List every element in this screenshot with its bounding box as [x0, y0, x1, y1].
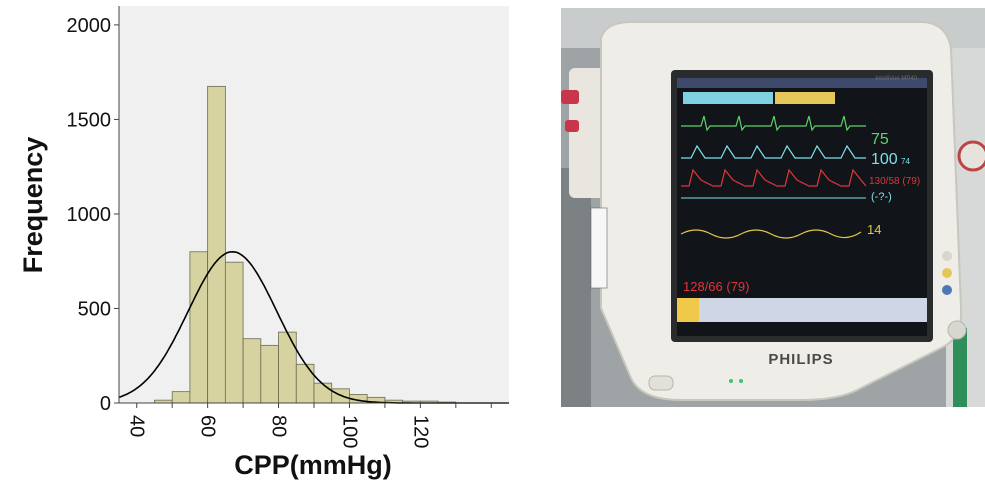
softkey-first	[677, 298, 699, 322]
red-connector	[561, 90, 579, 104]
abp-wave	[681, 168, 867, 187]
histogram-bar-7	[278, 331, 297, 404]
pleth-wave	[681, 144, 866, 159]
histogram-bar-9	[313, 382, 333, 404]
histogram-bar-3	[207, 85, 226, 404]
y-ticks: 0 500 1000 1500 2000	[67, 15, 119, 415]
pole-left	[561, 168, 591, 407]
histogram-bar-5	[242, 338, 262, 404]
spo2-value: 100	[871, 151, 898, 168]
histogram-bar-6	[260, 344, 279, 404]
y-tick-label-2: 1000	[67, 204, 112, 226]
y-tick-label-4: 2000	[67, 15, 112, 37]
y-tick-label-1: 500	[78, 298, 111, 320]
y-tick-label-0: 0	[100, 393, 111, 415]
patient-monitor-photo: 75 100 74 130/58 (79) (-?-) 14 128/66 (7…	[561, 8, 985, 407]
power-button	[648, 375, 674, 391]
spo2-side-value: 74	[901, 157, 910, 166]
resp-wave	[680, 229, 862, 239]
power-led	[729, 379, 733, 383]
bars	[154, 85, 457, 404]
barcode-label	[590, 207, 608, 289]
green-pipe	[953, 328, 967, 407]
y-axis-title: Frequency	[18, 137, 48, 274]
screen	[677, 78, 927, 336]
histogram-bar-8	[295, 363, 315, 404]
hardkey-1	[942, 251, 952, 261]
x-axis-title: CPP(mmHg)	[234, 450, 392, 480]
softkey-bar	[677, 298, 927, 322]
wall-fixture	[957, 140, 985, 172]
y-tick-label-3: 1500	[67, 109, 112, 131]
rotary-knob	[947, 320, 967, 340]
histogram-bar-1	[171, 391, 191, 404]
status-led	[739, 379, 743, 383]
x-ticks: 40 60 80 100 120	[126, 403, 492, 448]
hardkey-3	[942, 285, 952, 295]
resp-value: 14	[867, 222, 881, 237]
cvp-value: (-?-)	[871, 191, 892, 203]
hr-value: 75	[871, 131, 889, 148]
plot-area	[119, 6, 509, 403]
histogram-bar-4	[224, 261, 244, 404]
model-label: IntelliVue MP40	[875, 76, 917, 82]
x-tick-label-3: 100	[338, 415, 360, 448]
x-tick-label-1: 60	[197, 415, 219, 437]
red-connector-2	[565, 120, 579, 132]
alarm-bar-yellow	[775, 92, 835, 104]
ecg-wave	[681, 115, 866, 132]
brand-logo: PHILIPS	[768, 351, 833, 368]
abp-value: 130/58 (79)	[869, 176, 920, 187]
histogram-bar-2	[189, 251, 209, 404]
alarm-bar-cyan	[683, 92, 773, 104]
hardkey-2	[942, 268, 952, 278]
x-tick-label-0: 40	[126, 415, 148, 437]
screen-top-bar	[677, 78, 927, 88]
nbp-value: 128/66 (79)	[683, 279, 750, 294]
x-tick-label-4: 120	[409, 415, 431, 448]
x-tick-label-2: 80	[268, 415, 290, 437]
